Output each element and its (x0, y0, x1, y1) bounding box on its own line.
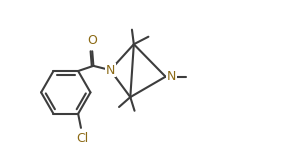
Text: O: O (87, 34, 97, 47)
Text: N: N (167, 70, 177, 83)
Text: Cl: Cl (76, 132, 88, 145)
Text: N: N (106, 64, 115, 77)
